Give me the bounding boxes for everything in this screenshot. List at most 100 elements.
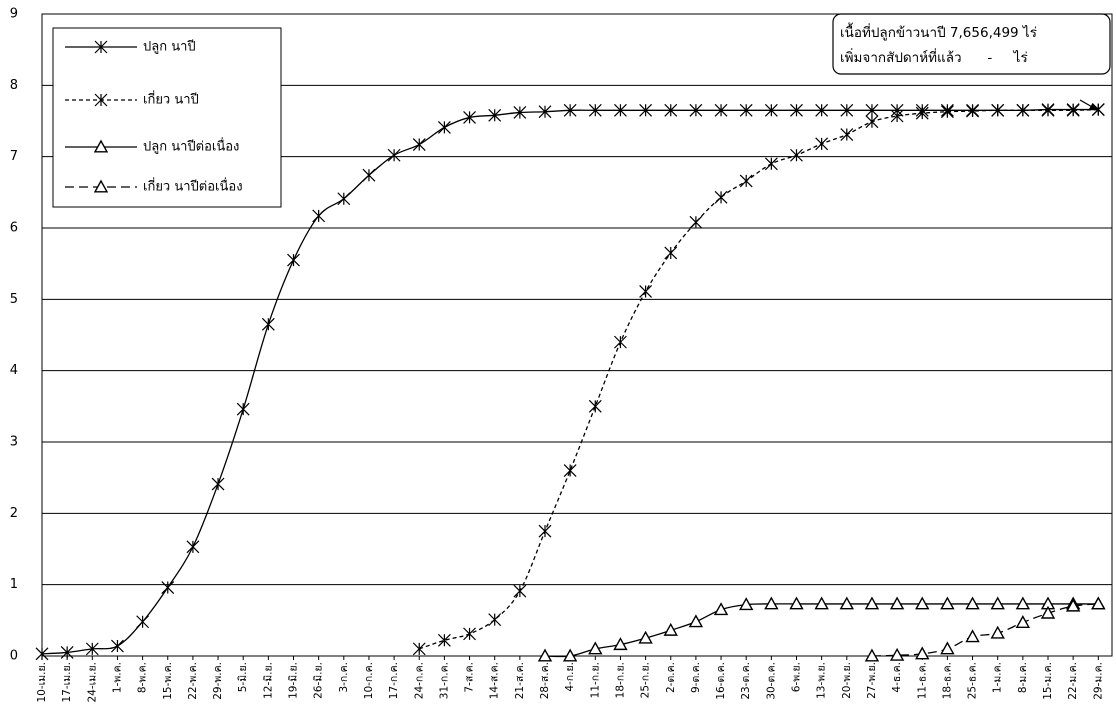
x-tick-label: 12-มิ.ย. [262, 662, 274, 699]
legend-label: เกี่ยว นาปีต่อเนื่อง [143, 178, 243, 195]
data-point [287, 253, 300, 267]
data-point [915, 596, 930, 610]
data-point [639, 285, 653, 298]
data-point [614, 335, 627, 349]
y-tick-label: 0 [10, 649, 18, 664]
legend-marker [94, 40, 108, 54]
legend-label: ปลูก นาปี [143, 39, 196, 55]
x-tick-label: 17-เม.ย. [61, 662, 73, 703]
data-point [1040, 605, 1056, 619]
x-tick-label: 24-เม.ย. [86, 662, 98, 703]
x-tick-label: 2-ต.ค. [665, 662, 677, 693]
x-tick-label: 16-ต.ค. [715, 662, 727, 700]
data-point [1065, 598, 1081, 612]
x-tick-label: 7-ส.ค. [464, 662, 476, 693]
data-point [563, 464, 577, 477]
y-tick-label: 5 [10, 292, 18, 307]
legend-label: ปลูก นาปีต่อเนื่อง [143, 138, 239, 155]
y-tick-label: 1 [10, 577, 18, 592]
data-point [764, 596, 779, 610]
x-tick-label: 4-ก.ย. [564, 662, 576, 692]
x-tick-label: 11-ธ.ค. [916, 662, 928, 699]
data-point [889, 596, 905, 610]
data-point [412, 642, 426, 656]
data-point [562, 648, 578, 662]
data-point [463, 627, 476, 641]
data-point [890, 109, 904, 123]
data-point [663, 622, 678, 636]
x-tick-label: 17-ก.ค. [388, 662, 400, 699]
data-point [638, 630, 653, 644]
data-point [764, 103, 778, 117]
x-tick-label: 10-ก.ค. [363, 662, 375, 699]
data-point [664, 246, 678, 260]
x-tick-label: 22-ม.ค. [1067, 662, 1079, 700]
data-point [789, 596, 804, 610]
x-tick-label: 5-มิ.ย. [237, 662, 249, 692]
data-point [186, 540, 200, 554]
legend-marker [94, 93, 108, 107]
data-point [35, 647, 49, 661]
data-point [488, 108, 502, 122]
annotation-text: เพิ่มจากสัปดาห์ที่แล้ว - ไร่ [840, 48, 1028, 66]
x-tick-label: 9-ต.ค. [690, 662, 702, 693]
legend-marker [93, 179, 109, 193]
x-tick-label: 13-พ.ย. [816, 662, 828, 699]
data-point [588, 641, 603, 655]
data-point [664, 103, 678, 117]
legend-label: เกี่ยว นาปี [143, 91, 199, 108]
data-point [739, 174, 753, 188]
y-tick-label: 6 [10, 221, 18, 236]
x-tick-label: 25-ก.ย. [640, 662, 652, 698]
data-point [739, 597, 754, 611]
data-point [815, 103, 829, 117]
x-tick-label: 15-พ.ค. [162, 662, 174, 700]
data-point [538, 524, 552, 538]
x-tick-label: 23-ต.ค. [740, 662, 752, 700]
data-point [488, 613, 502, 627]
data-point [161, 581, 175, 594]
data-point [714, 103, 728, 117]
x-tick-label: 26-มิ.ย. [313, 662, 325, 699]
annotation-box [832, 13, 1111, 75]
data-point [991, 103, 1005, 117]
data-point [1015, 596, 1031, 610]
y-tick-label: 3 [10, 435, 18, 450]
data-point [864, 596, 880, 610]
data-point [915, 106, 929, 120]
legend-box [52, 27, 282, 208]
data-point [1015, 615, 1031, 628]
x-tick-label: 21-ส.ค. [514, 662, 526, 699]
x-tick-label: 6-พ.ย. [791, 662, 803, 692]
x-tick-label: 19-มิ.ย. [288, 662, 300, 699]
data-point [613, 637, 628, 651]
data-point [337, 192, 351, 206]
y-tick-label: 4 [10, 363, 18, 378]
data-point [689, 215, 703, 229]
x-tick-label: 28-ส.ค. [539, 662, 551, 699]
data-point [713, 602, 729, 616]
data-point [538, 105, 552, 119]
data-point [990, 596, 1005, 610]
data-point [915, 646, 930, 660]
x-tick-label: 31-ก.ค. [438, 662, 450, 699]
data-point [790, 148, 803, 162]
data-point [362, 168, 376, 182]
data-point [764, 157, 778, 171]
x-tick-label: 11-ก.ย. [589, 662, 601, 698]
data-point [940, 105, 954, 119]
data-point [111, 639, 124, 653]
x-tick-label: 3-ก.ค. [338, 662, 350, 693]
data-point [889, 647, 905, 661]
data-point [437, 120, 451, 134]
data-point [1041, 103, 1055, 117]
x-tick-label: 25-ธ.ค. [967, 662, 979, 699]
x-tick-label: 1-ม.ค. [992, 662, 1004, 693]
data-point [940, 596, 955, 610]
x-tick-label: 10-เม.ย. [36, 662, 48, 703]
data-point [739, 103, 753, 117]
annotation-text: เนื้อที่ปลูกข้าวนาปี 7,656,499 ไร่ [840, 22, 1037, 41]
data-point [965, 629, 980, 643]
data-point [387, 148, 401, 162]
data-point [211, 477, 225, 491]
